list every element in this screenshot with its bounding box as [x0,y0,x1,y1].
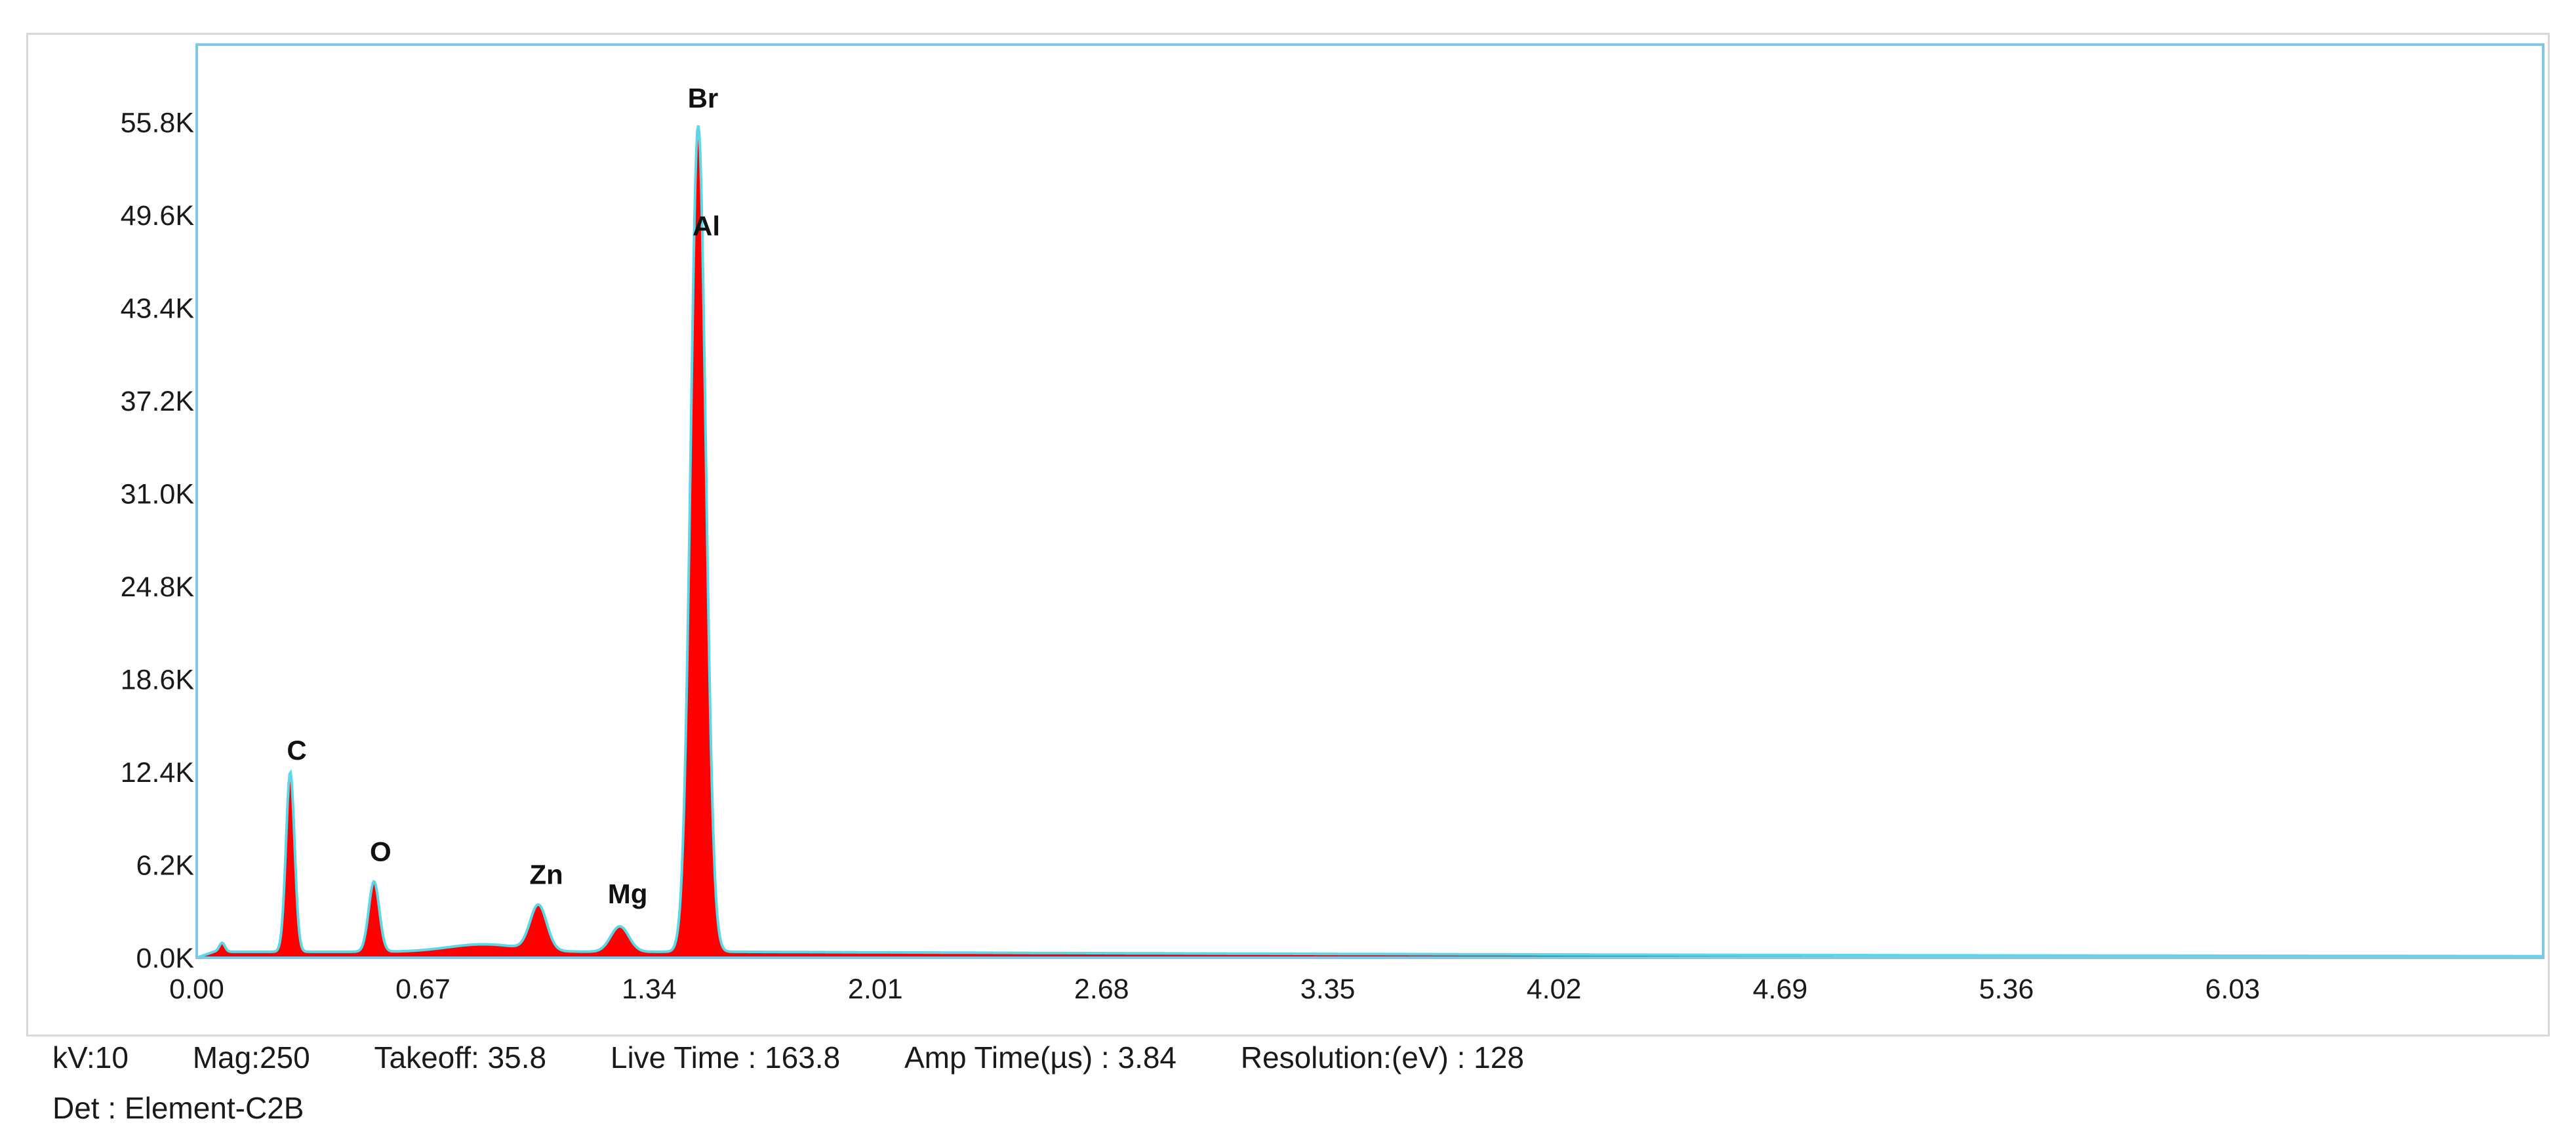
spectrum-outline [196,125,2543,959]
y-tick-label: 24.8K [121,571,195,603]
y-tick-label: 49.6K [121,200,195,232]
resolution-value: Resolution:(eV) : 128 [1240,1040,1524,1075]
y-tick-label: 6.2K [136,850,195,882]
x-tick-label: 2.01 [848,974,903,1005]
x-tick-label: 4.02 [1527,974,1582,1005]
plot-background [197,45,2543,958]
y-tick-label: 18.6K [121,665,195,696]
plot-border [195,43,2545,959]
peak-labels: C O Zn Mg Br Al [287,83,720,909]
peak-label-mg: Mg [608,878,648,909]
x-tick-label: 0.67 [395,974,451,1005]
x-tick-label: 0.00 [169,974,224,1005]
y-tick-label: 55.8K [121,108,195,139]
y-tick-label: 31.0K [121,479,195,510]
x-tick-label: 2.68 [1074,974,1129,1005]
acquisition-params-row: kV:10 Mag:250 Takeoff: 35.8 Live Time : … [52,1040,1524,1075]
x-tick-label: 3.35 [1300,974,1356,1005]
x-tick-label: 1.34 [622,974,677,1005]
x-tick-label: 5.36 [1979,974,2034,1005]
y-tick-label: 43.4K [121,293,195,325]
mag-value: Mag:250 [192,1040,310,1075]
detector-value: Det : Element-C2B [52,1091,304,1125]
x-axis-ticks: 0.00 0.67 1.34 2.01 2.68 3.35 4.02 4.69 5.36 6.03 [169,974,2260,1005]
peak-label-al: Al [693,211,720,241]
plot-area [195,43,2545,959]
y-tick-label: 0.0K [136,943,195,974]
y-tick-label: 37.2K [121,386,195,417]
peak-label-br: Br [688,83,719,113]
kv-value: kV:10 [52,1040,129,1075]
detector-row: Det : Element-C2B [52,1090,304,1126]
amp-time-value: Amp Time(µs) : 3.84 [904,1040,1177,1075]
x-tick-label: 6.03 [2205,974,2261,1005]
peak-label-c: C [287,735,306,766]
live-time-value: Live Time : 163.8 [610,1040,841,1075]
acquisition-info: kV:10 Mag:250 Takeoff: 35.8 Live Time : … [52,1036,2545,1148]
peak-label-zn: Zn [529,859,563,890]
x-tick-label: 4.69 [1753,974,1808,1005]
y-axis-ticks: 0.0K 6.2K 12.4K 18.6K 24.8K 31.0K 37.2K 43.4K 49… [121,108,201,974]
eds-spectrum-chart: 0.0K 6.2K 12.4K 18.6K 24.8K 31.0K 37.2K 43.4K 49… [121,43,2545,1005]
y-tick-label: 12.4K [121,757,195,789]
takeoff-value: Takeoff: 35.8 [374,1040,547,1075]
peak-label-o: O [370,836,392,867]
